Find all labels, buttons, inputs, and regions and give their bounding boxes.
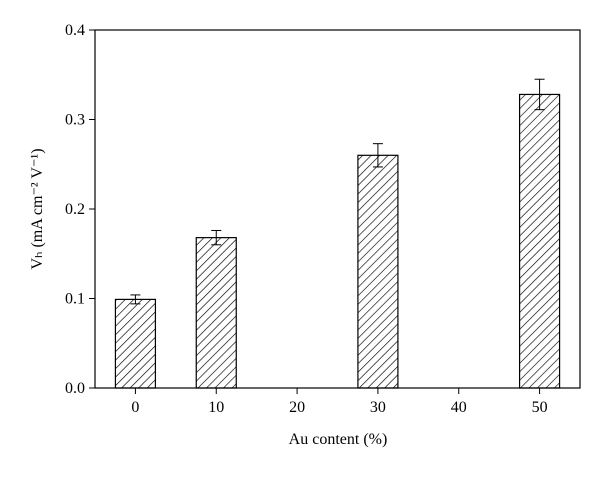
plot-frame <box>94 29 581 389</box>
y-tick-label: 0.1 <box>65 291 85 308</box>
y-tick-label: 0.3 <box>65 112 85 129</box>
x-tick-label: 10 <box>208 399 224 416</box>
x-tick-label: 20 <box>289 399 305 416</box>
x-tick-label: 50 <box>532 399 548 416</box>
bar <box>357 154 399 389</box>
x-tick-label: 40 <box>451 399 467 416</box>
bar <box>518 93 561 389</box>
y-tick-label: 0.2 <box>65 201 85 218</box>
x-tick-label: 30 <box>370 399 386 416</box>
bar <box>195 237 237 389</box>
x-tick-label: 0 <box>131 399 139 416</box>
x-axis-label: Au content (%) <box>289 431 388 448</box>
y-tick-label: 0.4 <box>65 22 85 39</box>
y-axis-label: Vₕ (mA cm⁻² V⁻¹) <box>29 148 46 269</box>
y-tick-label: 0.0 <box>65 380 85 397</box>
bar <box>114 298 157 389</box>
